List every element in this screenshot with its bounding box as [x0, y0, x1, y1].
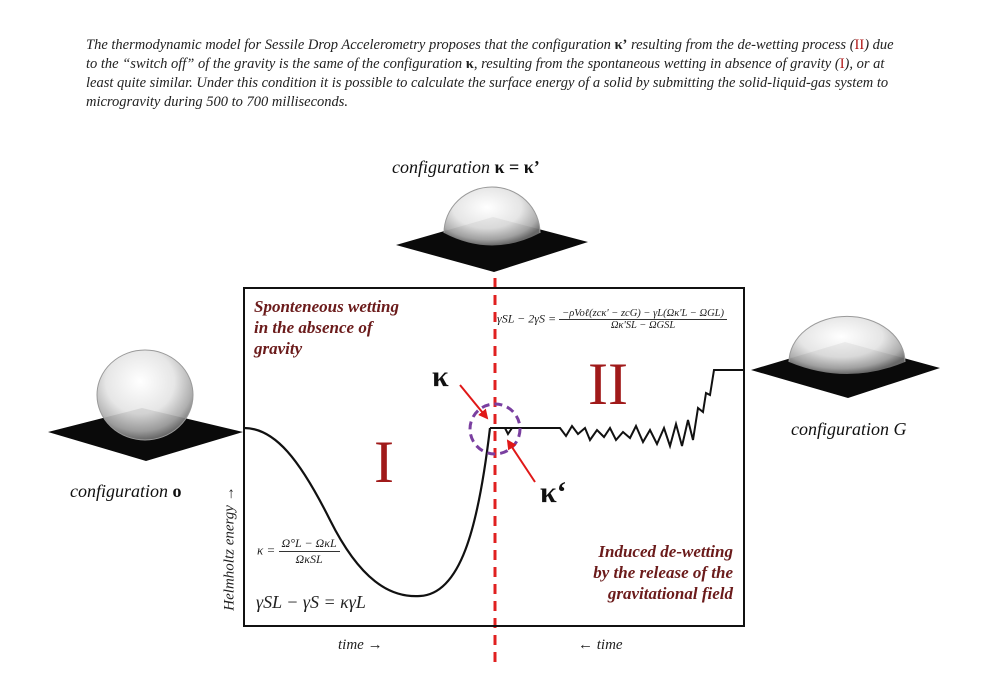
config-top-prefix: configuration [392, 157, 495, 177]
config-g-label: configuration G [791, 419, 907, 439]
config-top-label: configuration κ = κ’ [392, 157, 540, 178]
formula-right-lhs: γSL − 2γS = [497, 311, 557, 326]
gamma-equation: γSL − γS = κγL [256, 592, 366, 612]
drop-config-kappa [396, 186, 588, 272]
formula-right-denominator: Ωκ'SL − ΩGSL [610, 320, 676, 331]
y-axis-label: Helmholtz energy → [221, 486, 238, 611]
config-o-prefix: configuration [70, 481, 173, 501]
energy-curve-step [495, 427, 520, 436]
intro-text-5: ), or at least quite similar. Under this… [86, 56, 889, 110]
spontaneous-line-2: in the absence of [254, 318, 373, 337]
drop-config-o [48, 349, 243, 461]
config-top-symbol: κ = κ’ [494, 157, 540, 177]
induced-dewetting-label: Induced de-wetting by the release of the… [540, 541, 733, 604]
kappa-formula-denominator: ΩκSL [295, 552, 323, 566]
intro-text-2: resulting from the de-wetting process ( [627, 37, 855, 53]
kappa-arrow [459, 384, 489, 420]
x-axis-label-right: ← time [578, 637, 623, 653]
plot-frame [243, 287, 745, 627]
induced-line-2: by the release of the [593, 563, 733, 582]
kappa-formula-lhs: κ = [257, 542, 276, 558]
kappa-highlight-circle [468, 402, 522, 456]
surface-energy-formula: γSL − 2γS = −ρVoℓ(zcκ' − zcG) − γL(Ωκ'L … [497, 308, 727, 331]
spontaneous-line-1: Sponteneous wetting [254, 297, 400, 316]
spontaneous-line-3: gravity [254, 339, 303, 358]
intro-paragraph: The thermodynamic model for Sessile Drop… [86, 36, 906, 112]
region-i-label: I [374, 429, 394, 495]
intro-text-4: , resulting from the spontaneous wetting… [473, 56, 840, 72]
formula-right-fraction: −ρVoℓ(zcκ' − zcG) − γL(Ωκ'L − ΩGL) Ωκ'SL… [559, 308, 727, 331]
intro-kappa: κ [465, 56, 474, 72]
induced-line-3: gravitational field [607, 584, 733, 603]
intro-roman-ii: II [854, 37, 865, 53]
region-ii-label: II [588, 351, 628, 417]
intro-roman-i: I [839, 56, 845, 72]
spontaneous-wetting-label: Sponteneous wetting in the absence of gr… [254, 296, 399, 359]
intro-kappa-prime: κ’ [614, 37, 628, 53]
drop-config-g [751, 315, 940, 398]
induced-line-1: Induced de-wetting [598, 542, 733, 561]
energy-curve-dewetting [490, 369, 745, 450]
kappa-prime-symbol: κ‘ [540, 476, 567, 509]
kappa-formula-fraction: Ω°L − ΩκL ΩκSL [278, 536, 340, 567]
config-o-label: configuration o [70, 481, 182, 502]
intro-text-1: The thermodynamic model for Sessile Drop… [86, 37, 615, 53]
kappa-formula-numerator: Ω°L − ΩκL [278, 536, 340, 552]
formula-right-numerator: −ρVoℓ(zcκ' − zcG) − γL(Ωκ'L − ΩGL) [559, 308, 727, 320]
kappa-prime-arrow [506, 439, 536, 483]
kappa-formula: κ = Ω°L − ΩκL ΩκSL [257, 536, 340, 567]
config-o-symbol: o [172, 481, 182, 501]
energy-curve-wetting [243, 426, 492, 598]
kappa-symbol: κ [432, 360, 449, 393]
intro-text-3: ) due to the “switch off” of the gravity… [86, 37, 894, 72]
x-axis-label-left: time → [338, 637, 383, 653]
